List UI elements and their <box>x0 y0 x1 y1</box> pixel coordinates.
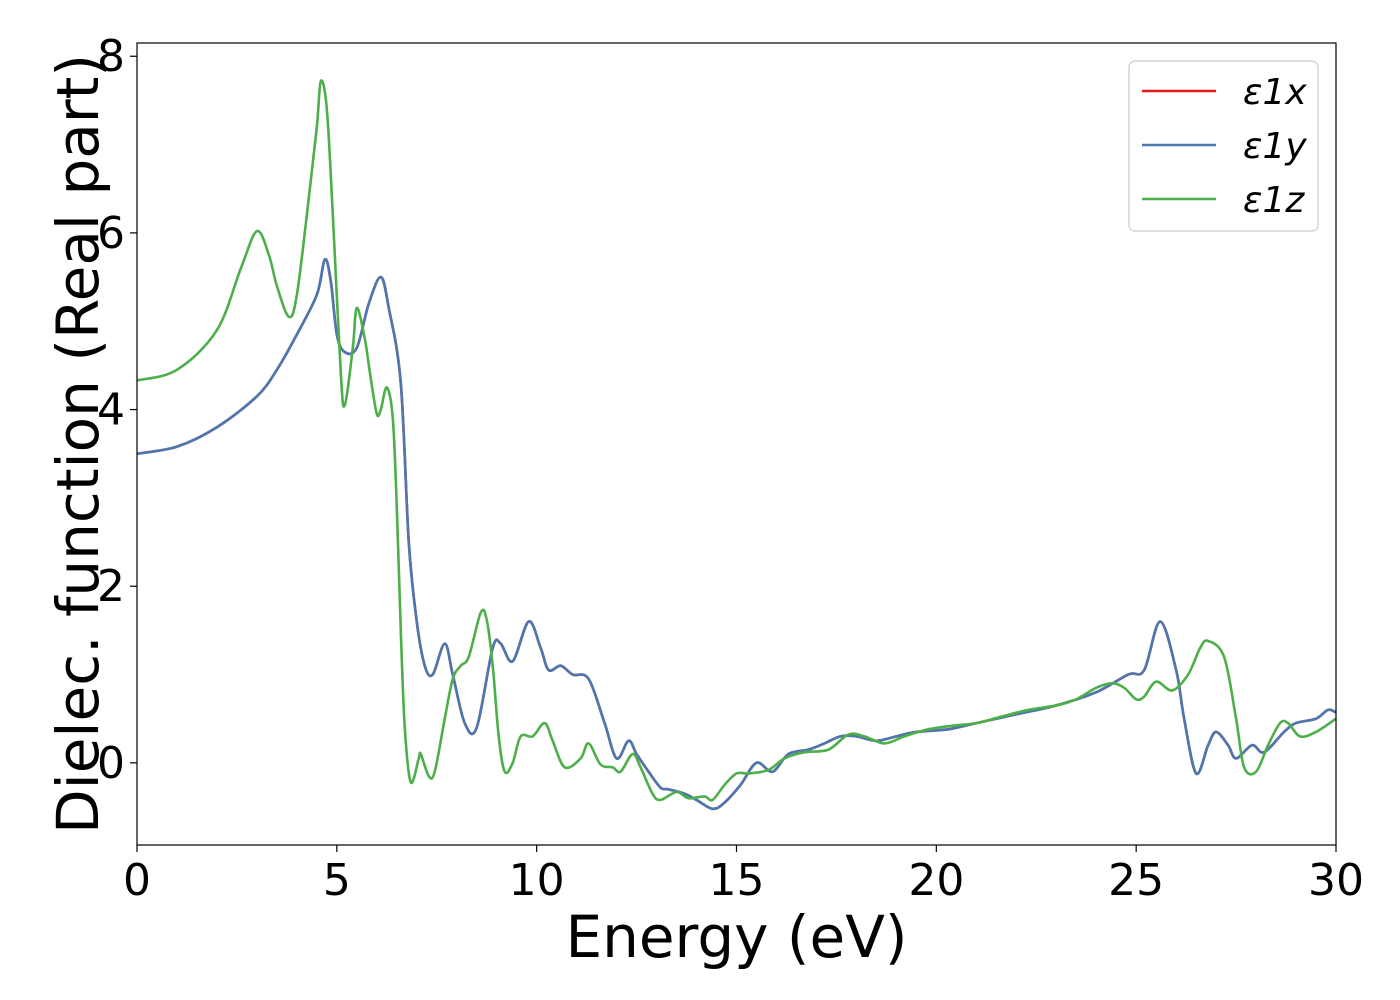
x-axis-title: Energy (eV) <box>565 903 907 971</box>
legend: ε1x ε1y ε1z <box>1128 60 1319 232</box>
series-line-2 <box>137 257 1336 811</box>
legend-label: ε1y <box>1243 126 1307 167</box>
y-tick-label: 6 <box>97 208 125 259</box>
x-tick-label: 10 <box>509 855 565 906</box>
y-axis-ticks: 0 2 4 6 8 <box>97 31 137 789</box>
series-line-3 <box>137 79 1336 802</box>
x-tick-label: 0 <box>123 855 151 906</box>
x-tick-label: 30 <box>1308 855 1364 906</box>
y-tick-label: 0 <box>97 738 125 789</box>
legend-label: ε1x <box>1243 72 1307 113</box>
y-tick-label: 2 <box>97 561 125 612</box>
series-line-1 <box>137 257 1336 811</box>
x-axis-ticks: 0 5 10 15 20 25 30 <box>123 845 1364 906</box>
y-axis-title: Dielec. function (Real part) <box>44 54 112 834</box>
legend-frame <box>1128 60 1319 232</box>
x-tick-label: 20 <box>908 855 964 906</box>
x-tick-label: 5 <box>323 855 351 906</box>
y-tick-label: 4 <box>97 385 125 436</box>
legend-label: ε1z <box>1243 180 1305 221</box>
x-tick-label: 15 <box>709 855 765 906</box>
y-tick-label: 8 <box>97 31 125 82</box>
x-tick-label: 25 <box>1108 855 1164 906</box>
